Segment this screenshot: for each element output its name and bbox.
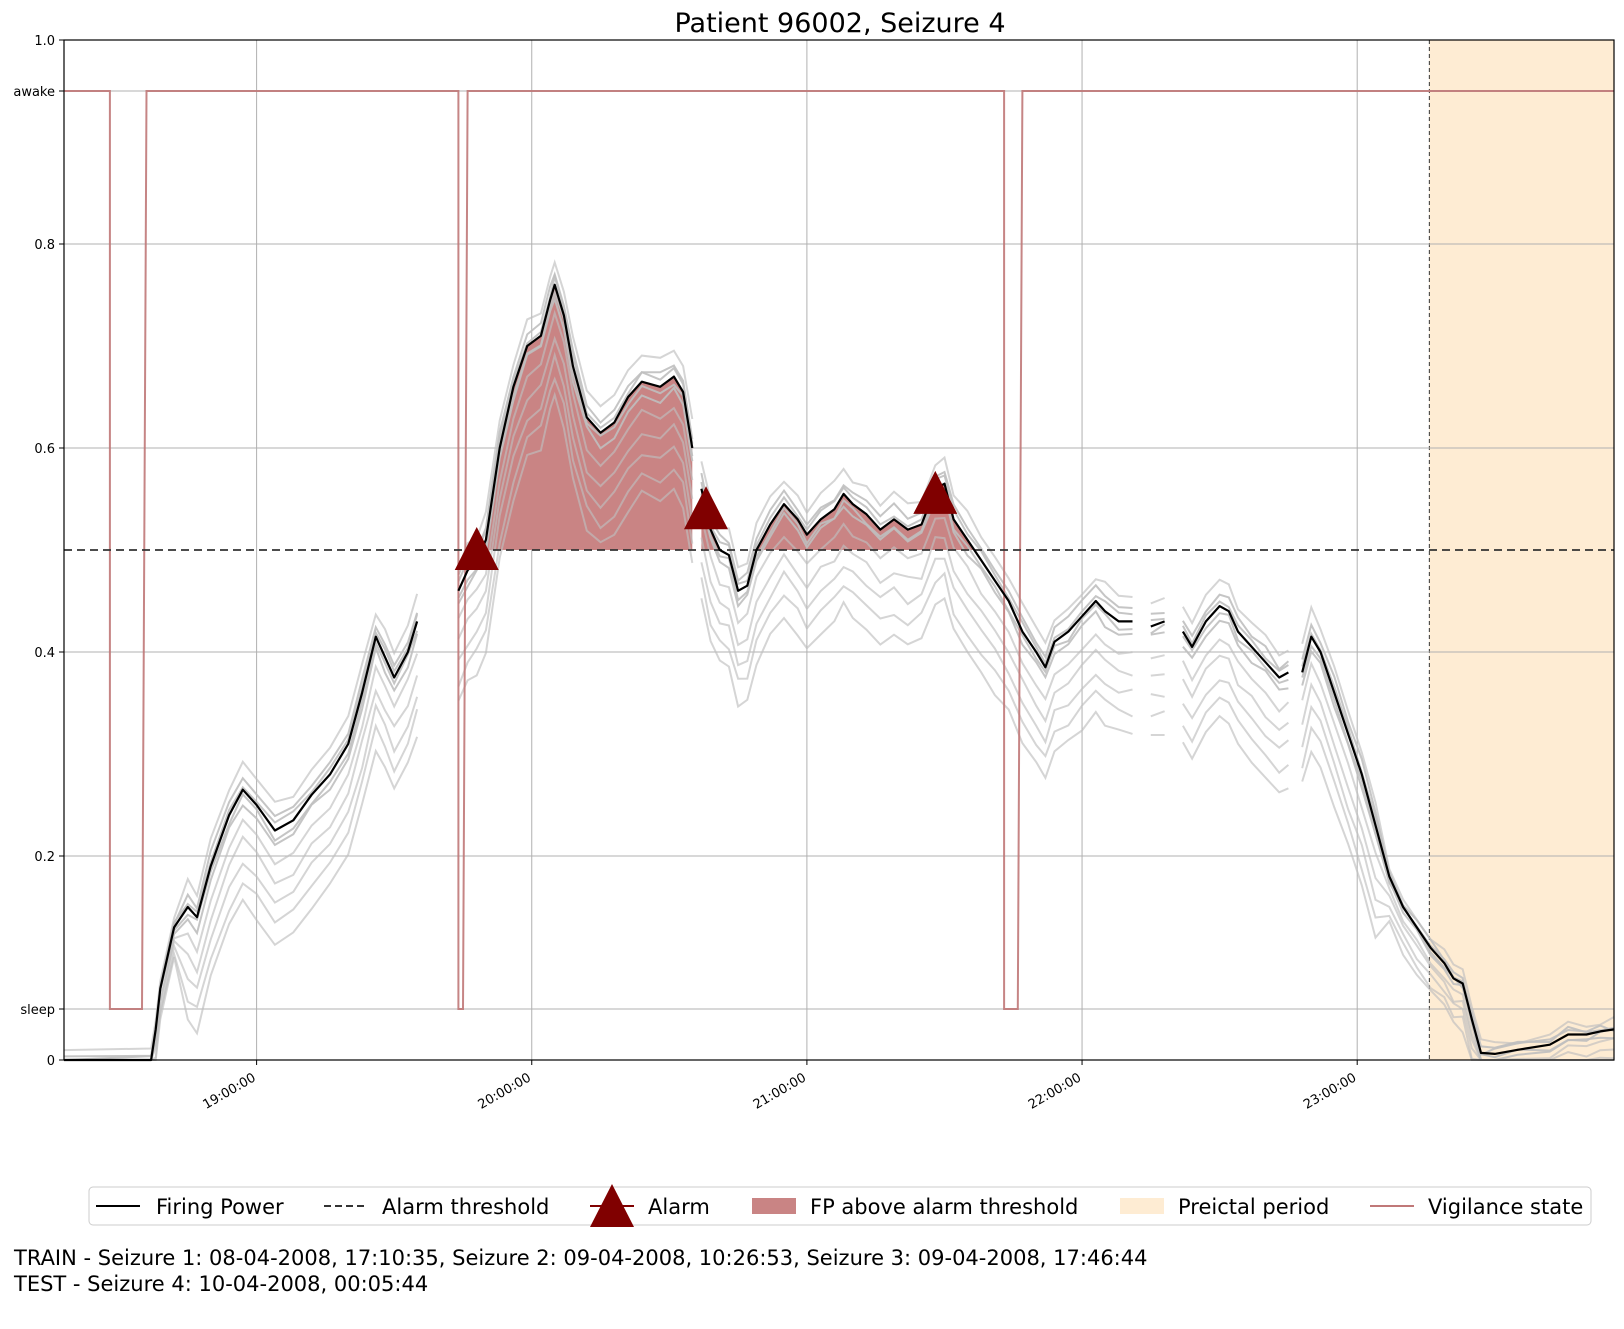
- ensemble-run-line: [700, 455, 1133, 645]
- x-tick-label: 22:00:00: [1026, 1070, 1084, 1112]
- legend-fp-above-swatch: [752, 1198, 796, 1214]
- ensemble-run-line: [1182, 600, 1289, 672]
- x-tick-label: 19:00:00: [201, 1070, 259, 1112]
- legend-vigilance-label: Vigilance state: [1428, 1195, 1583, 1219]
- legend-preictal-swatch: [1120, 1198, 1164, 1214]
- legend-alarm-swatch: [590, 1184, 634, 1227]
- ensemble-run-line: [1301, 631, 1615, 1056]
- ensemble-run-line: [64, 633, 419, 1061]
- y-tick-label: 0.4: [34, 646, 55, 661]
- ensemble-run-line: [1182, 696, 1290, 775]
- ensemble-run-line: [700, 557, 1133, 745]
- alarm-marker: [913, 470, 958, 514]
- y-tick-label: 0.8: [34, 238, 55, 253]
- y-tick-label: awake: [13, 85, 55, 100]
- legend-preictal-label: Preictal period: [1178, 1195, 1329, 1219]
- ensemble-run-line: [1301, 681, 1615, 1061]
- y-tick-label: 0: [47, 1054, 55, 1069]
- ensemble-run-line: [457, 309, 694, 619]
- ensemble-run-line: [700, 536, 1133, 724]
- ensemble-run-line: [64, 736, 419, 1061]
- ensemble-run-line: [1301, 604, 1615, 1045]
- firing-power-line: [1301, 635, 1615, 1055]
- legend-alarm-threshold-label: Alarm threshold: [382, 1195, 549, 1219]
- ensemble-run-line: [64, 653, 419, 1061]
- firing-power-line: [64, 621, 419, 1062]
- ensemble-run-line: [700, 470, 1133, 660]
- ensemble-run-line: [457, 391, 694, 702]
- legend-fp-above-label: FP above alarm threshold: [810, 1195, 1078, 1219]
- y-tick-label: 0.2: [34, 850, 55, 865]
- chart-title: Patient 96002, Seizure 4: [674, 8, 1005, 39]
- ensemble-run-line: [1182, 714, 1289, 794]
- firing-power-line: [700, 482, 1133, 669]
- legend-alarm-label: Alarm: [648, 1195, 710, 1219]
- ensemble-run-line: [700, 515, 1133, 702]
- ensemble-run-line: [64, 675, 419, 1061]
- firing-power-line: [1181, 605, 1289, 679]
- ensemble-run-line: [457, 351, 694, 661]
- ensemble-run-line: [1182, 654, 1290, 732]
- ensemble-run-line: [457, 259, 694, 569]
- ensemble-run-line: [457, 376, 694, 687]
- ensemble-run-line: [1182, 619, 1289, 691]
- train-seizures-caption: TRAIN - Seizure 1: 08-04-2008, 17:10:35,…: [14, 1246, 1148, 1270]
- y-tick-label: sleep: [20, 1003, 55, 1018]
- y-tick-label: 1.0: [34, 34, 55, 49]
- alarm-marker: [454, 527, 499, 570]
- ensemble-run-line: [1150, 597, 1165, 605]
- ensemble-run-line: [1150, 617, 1165, 622]
- ensemble-run-line: [1181, 638, 1290, 714]
- ensemble-run-line: [700, 571, 1133, 758]
- firing-power-line: [457, 283, 694, 592]
- ensemble-run-line: [64, 630, 419, 1061]
- alarm-marker: [684, 486, 729, 530]
- ensemble-run-line: [1301, 643, 1615, 1059]
- ensemble-run-line: [1150, 693, 1165, 698]
- ensemble-run-line: [1182, 612, 1289, 685]
- ensemble-run-line: [1182, 578, 1289, 657]
- vigilance-state-line: [64, 90, 1614, 1010]
- ensemble-run-line: [1150, 710, 1165, 718]
- ensemble-run-line: [1182, 593, 1290, 671]
- x-tick-label: 20:00:00: [476, 1070, 534, 1112]
- legend-firing-power-label: Firing Power: [156, 1195, 284, 1219]
- ensemble-run-line: [1182, 679, 1290, 749]
- ensemble-run-line: [1150, 654, 1165, 660]
- test-seizure-caption: TEST - Seizure 4: 10-04-2008, 00:05:44: [14, 1272, 429, 1296]
- ensemble-run-line: [700, 474, 1133, 666]
- ensemble-run-line: [1150, 673, 1165, 677]
- ensemble-run-line: [700, 491, 1133, 680]
- ensemble-run-line: [64, 696, 419, 1061]
- y-tick-label: 0.6: [34, 442, 55, 457]
- plot-frame: [63, 39, 1615, 1061]
- ensemble-run-line: [1150, 631, 1165, 636]
- firing-power-line: [1150, 620, 1165, 628]
- ensemble-run-line: [1150, 612, 1165, 615]
- ensemble-run-line: [700, 490, 1133, 674]
- x-tick-label: 21:00:00: [751, 1070, 809, 1112]
- ensemble-run-line: [457, 272, 694, 582]
- ensemble-run-line: [1301, 660, 1615, 1061]
- legend-box: [88, 1186, 1592, 1226]
- ensemble-run-line: [63, 593, 419, 1052]
- ensemble-run-line: [1150, 623, 1166, 635]
- x-tick-label: 23:00:00: [1301, 1070, 1359, 1112]
- ensemble-run-line: [700, 596, 1133, 781]
